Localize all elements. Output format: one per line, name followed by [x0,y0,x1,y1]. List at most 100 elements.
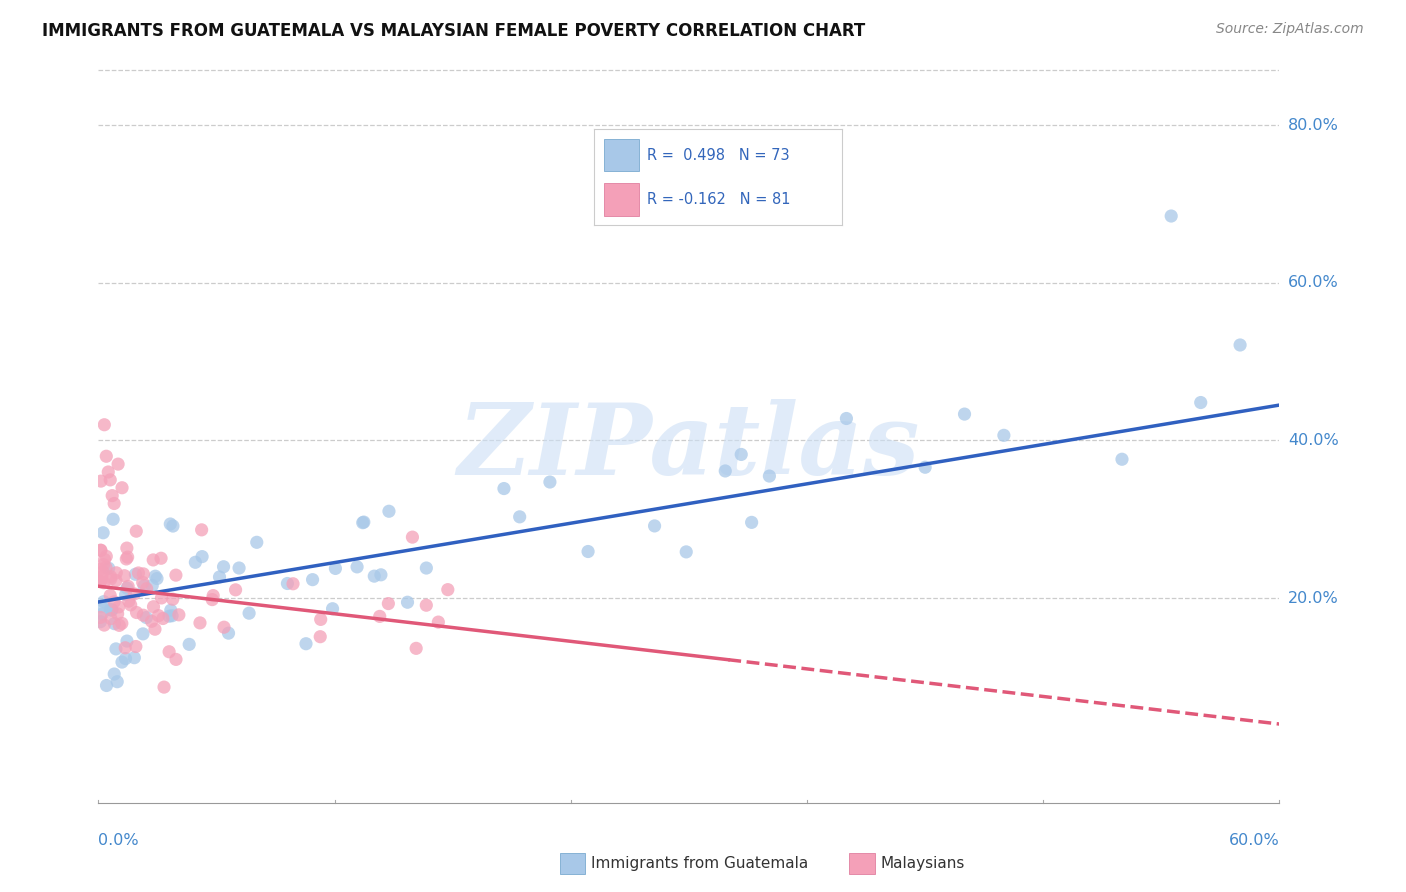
Point [100,603,122,617]
Point [114,651,136,665]
Point [90,599,112,614]
Point [150,591,173,605]
Point [190,523,212,537]
Point [94,560,117,574]
Point [90,543,112,558]
Text: 0.0%: 0.0% [98,833,139,848]
Point [93,417,115,432]
Point [191,549,214,564]
Point [96,678,118,692]
Point [301,573,323,587]
Point [157,645,180,659]
Point [117,550,139,565]
Point [89,615,111,629]
Point [114,640,136,655]
Point [118,594,141,608]
Point [377,597,399,611]
Point [228,561,250,575]
Point [212,620,235,634]
Point [89,574,111,589]
Point [115,634,138,648]
Text: IMMIGRANTS FROM GUATEMALA VS MALAYSIAN FEMALE POVERTY CORRELATION CHART: IMMIGRANTS FROM GUATEMALA VS MALAYSIAN F… [42,22,866,40]
Point [125,640,148,654]
Point [675,545,697,559]
Point [370,567,392,582]
Point [100,569,122,583]
Point [141,578,163,592]
Point [162,592,184,607]
Point [117,579,139,593]
Point [135,610,157,624]
Point [89,610,111,624]
Point [167,607,190,622]
Point [159,603,181,617]
Point [1160,209,1182,223]
Point [309,630,332,644]
Point [152,611,174,625]
Text: Malaysians: Malaysians [880,856,965,871]
Point [124,650,146,665]
Point [352,516,374,530]
Point [914,460,936,475]
Point [363,569,385,583]
Point [835,411,858,425]
Point [218,626,240,640]
Point [111,616,134,631]
Point [165,652,187,666]
Point [108,618,131,632]
Point [157,609,180,624]
Point [153,680,176,694]
Point [353,515,375,529]
Point [91,607,114,621]
Point [93,558,115,572]
Point [225,582,247,597]
Text: Source: ZipAtlas.com: Source: ZipAtlas.com [1216,22,1364,37]
Point [162,519,184,533]
Point [93,618,115,632]
Point [91,565,114,579]
Point [103,496,125,510]
Point [1189,395,1212,409]
Point [103,595,125,609]
Point [427,615,450,629]
Text: 60.0%: 60.0% [1229,833,1279,848]
Point [1111,452,1133,467]
Point [107,599,129,614]
Point [142,553,165,567]
Point [1229,338,1251,352]
Point [91,525,114,540]
Point [100,572,122,586]
Point [93,552,115,566]
Point [90,570,112,584]
Point [135,582,157,596]
Point [405,641,427,656]
Point [124,587,146,601]
Point [104,641,127,656]
Point [114,587,136,601]
Text: 40.0%: 40.0% [1288,433,1339,448]
Point [93,595,115,609]
Point [142,599,165,614]
Point [105,674,128,689]
Point [346,560,368,574]
Point [953,407,976,421]
Point [98,589,121,603]
Point [125,524,148,538]
Point [576,544,599,558]
Point [208,570,231,584]
Point [741,516,763,530]
Point [714,464,737,478]
Point [396,595,419,609]
Point [103,667,125,681]
Point [98,473,121,487]
Point [104,574,127,588]
Point [212,559,235,574]
Text: 80.0%: 80.0% [1288,118,1339,133]
Point [100,603,122,617]
Point [538,475,561,489]
Point [124,567,146,582]
Point [97,561,120,575]
Point [111,655,134,669]
Point [165,568,187,582]
Point [437,582,460,597]
